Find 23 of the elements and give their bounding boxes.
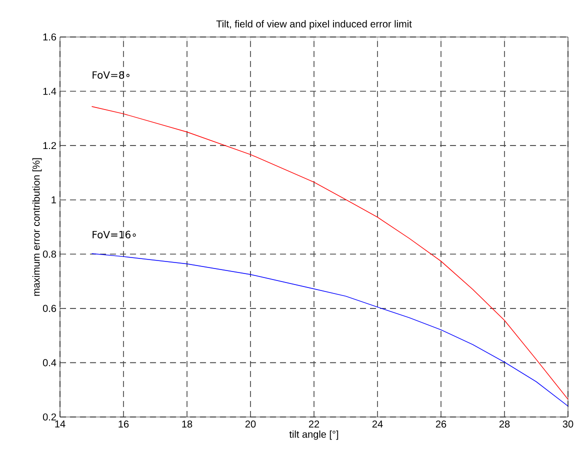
- x-tick-label: 26: [436, 420, 446, 428]
- x-tick-label: 30: [562, 420, 574, 428]
- x-tick-label: 22: [308, 420, 320, 428]
- y-axis-title: maximum error contribution [%]: [32, 158, 42, 296]
- x-tick-label: 14: [55, 420, 66, 428]
- y-tick-label: 1: [52, 196, 56, 204]
- y-tick-label: 1.4: [43, 88, 56, 95]
- x-axis-title: tilt angle [°]: [289, 430, 338, 440]
- x-tick-label: 28: [499, 420, 510, 428]
- line-series: [91, 106, 568, 400]
- line-series: [91, 253, 568, 406]
- y-tick-label: 0.4: [42, 359, 56, 366]
- x-tick-label: 24: [372, 420, 383, 428]
- x-tick-label: 20: [245, 420, 256, 428]
- x-tick-label: 16: [118, 420, 129, 428]
- y-tick-label: 1.6: [43, 33, 56, 41]
- y-tick-label: 0.8: [42, 250, 56, 258]
- y-tick-label: 1.2: [43, 142, 56, 150]
- x-tick-label: 18: [182, 420, 192, 428]
- annotation: FoV=8∘: [92, 71, 130, 79]
- y-tick-label: 0.6: [42, 304, 56, 312]
- y-tick-label: 0.2: [42, 413, 56, 421]
- chart-title: Tilt, field of view and pixel induced error limit: [216, 20, 412, 30]
